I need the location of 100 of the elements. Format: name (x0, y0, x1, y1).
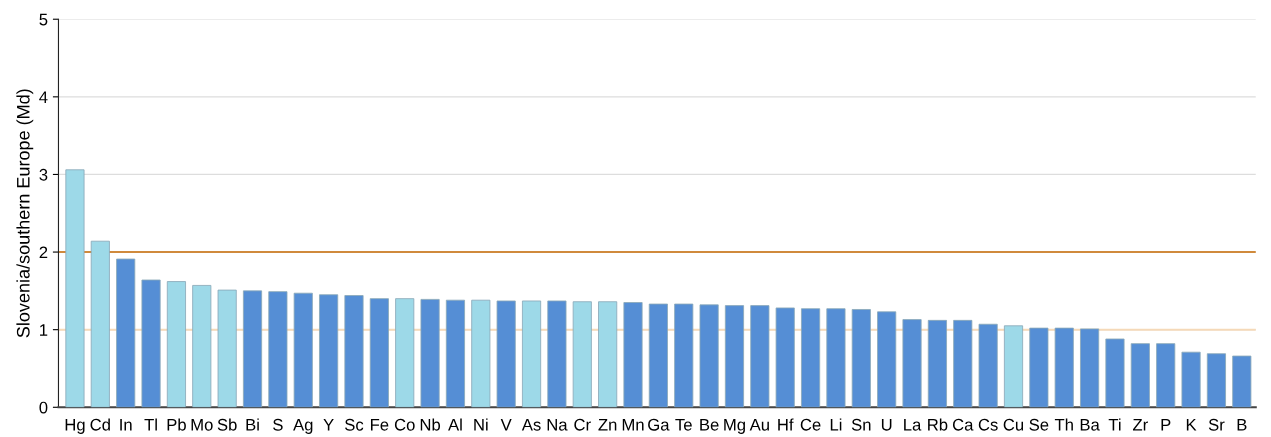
x-tick-label: Sn (851, 418, 871, 431)
x-tick-label: Cu (1003, 418, 1024, 431)
bar (750, 305, 770, 408)
bar (877, 311, 897, 408)
x-tick-label: Th (1054, 418, 1073, 431)
x-tick-label: K (1186, 419, 1197, 431)
bar (319, 294, 339, 408)
bar (1156, 343, 1176, 408)
bar (420, 298, 440, 408)
bar (953, 319, 973, 408)
bar (547, 300, 567, 408)
x-tick-label: Ni (474, 418, 488, 431)
x-tick-label: Zn (598, 419, 617, 431)
x-tick-label: Se (1029, 418, 1049, 431)
bar (978, 323, 998, 408)
x-tick-label: Li (830, 418, 842, 431)
bar (471, 299, 491, 408)
x-tick-label: Ca (952, 418, 974, 431)
y-tick-label: 0 (39, 401, 48, 414)
x-tick-label: Rb (928, 418, 948, 431)
bar (1054, 327, 1074, 408)
x-tick-label: Cs (978, 418, 998, 431)
bar (775, 307, 795, 408)
bar (268, 291, 288, 408)
bar (1080, 328, 1100, 408)
x-tick-label: Al (448, 418, 462, 431)
x-tick-label: Zr (1133, 419, 1148, 431)
y-tick-label: 5 (39, 13, 48, 26)
x-tick-label: La (904, 419, 922, 431)
x-tick-label: Tl (144, 418, 157, 431)
bar (623, 302, 643, 408)
x-tick-label: Sb (217, 418, 237, 431)
bar (1105, 338, 1125, 408)
bar (598, 301, 618, 408)
x-tick-label: B (1237, 419, 1247, 431)
x-tick-label: Fe (370, 419, 389, 431)
x-tick-label: Ti (1108, 418, 1121, 431)
x-tick-label: Hg (65, 419, 85, 434)
bar (116, 258, 136, 408)
bar (166, 281, 186, 408)
bar (927, 319, 947, 408)
bar (445, 299, 465, 408)
x-tick-label: Na (547, 419, 568, 431)
x-tick-label: Ba (1080, 419, 1100, 431)
x-tick-label: Mo (191, 419, 213, 431)
bar (1029, 327, 1049, 408)
bar (65, 169, 85, 408)
y-tick-label: 1 (40, 324, 48, 336)
bar (90, 240, 110, 408)
bar (192, 285, 212, 408)
x-tick-label: P (1161, 419, 1171, 431)
x-tick-label: Sr (1208, 418, 1225, 431)
bar (851, 309, 871, 408)
bar (217, 289, 237, 408)
bar (395, 298, 415, 408)
x-tick-label: U (881, 419, 892, 431)
x-tick-label: Ga (648, 418, 670, 431)
bar (674, 303, 694, 408)
bar (1206, 353, 1226, 408)
x-tick-label: Hf (778, 418, 794, 431)
bar (572, 301, 592, 408)
bar (1130, 343, 1150, 408)
x-tick-label: Au (749, 419, 769, 431)
bar (369, 298, 389, 408)
bar (1232, 355, 1252, 408)
bar (699, 304, 719, 408)
bar (724, 305, 745, 408)
bar (826, 308, 846, 408)
x-tick-label: Pb (167, 418, 186, 431)
x-tick-label: Cd (90, 418, 110, 431)
x-tick-label: Co (394, 418, 415, 431)
x-tick-label: Sc (345, 418, 364, 431)
y-tick-label: 2 (39, 246, 48, 259)
bar (648, 303, 668, 408)
x-tick-label: V (500, 419, 512, 431)
bar (293, 292, 313, 408)
x-tick-label: Te (675, 419, 692, 431)
x-tick-label: Mg (724, 419, 745, 434)
x-tick-label: As (521, 419, 541, 431)
x-tick-label: Ce (800, 418, 821, 431)
x-tick-label: Bi (246, 418, 259, 431)
x-tick-label: Mn (622, 419, 644, 431)
y-axis-title: Slovenia/southern Europe (Md) (16, 89, 34, 338)
x-tick-label: In (120, 419, 132, 431)
x-tick-label: Cr (574, 418, 591, 431)
bar (344, 295, 364, 408)
x-tick-label: Ag (293, 419, 313, 434)
x-tick-label: Nb (420, 418, 441, 431)
bar (496, 300, 516, 408)
x-tick-label: S (273, 418, 283, 431)
y-tick-label: 3 (39, 168, 48, 181)
bar (1003, 325, 1024, 408)
x-tick-label: Y (323, 419, 334, 431)
y-tick-label: 4 (39, 91, 48, 103)
bar (141, 279, 161, 408)
bar (242, 290, 263, 408)
bar (801, 308, 821, 408)
bar (521, 300, 542, 408)
bar (902, 319, 922, 408)
x-tick-label: Be (700, 419, 719, 431)
